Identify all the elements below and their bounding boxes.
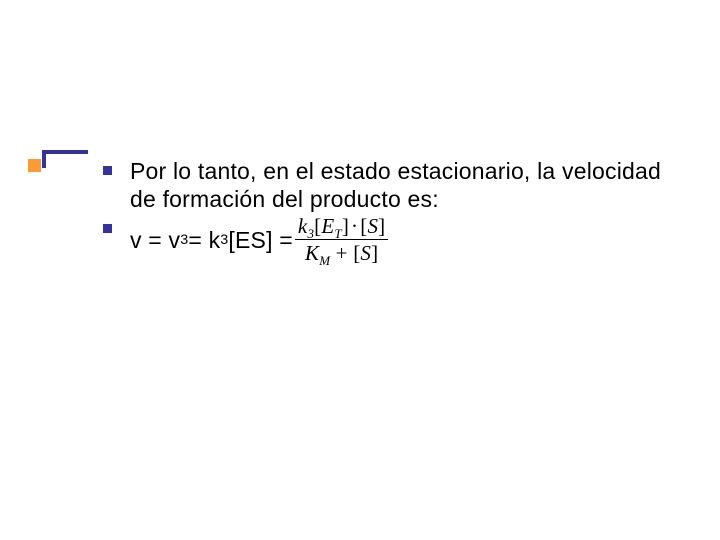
den-S: S bbox=[360, 241, 371, 265]
eq-mid: = k bbox=[188, 226, 220, 254]
corner-decoration bbox=[28, 150, 88, 180]
slide: Por lo tanto, en el estado estacionario,… bbox=[0, 0, 720, 540]
deco-bar-h bbox=[42, 150, 88, 154]
num-rb1: ] bbox=[342, 214, 349, 238]
den-KM: K bbox=[305, 241, 319, 265]
num-dot: · bbox=[349, 214, 360, 238]
fraction: k3[ET]·[S] KM + [S] bbox=[295, 215, 388, 264]
num-S: S bbox=[367, 214, 378, 238]
deco-square bbox=[28, 159, 41, 172]
eq-prefix: v = v bbox=[130, 226, 180, 254]
eq-after: [ES] = bbox=[228, 226, 292, 254]
bullet-icon bbox=[103, 166, 112, 175]
den-rb: ] bbox=[371, 241, 378, 265]
fraction-denominator: KM + [S] bbox=[302, 242, 381, 264]
deco-bar-v bbox=[42, 154, 46, 168]
bullet-list: Por lo tanto, en el estado estacionario,… bbox=[103, 157, 663, 266]
den-KMsub: M bbox=[319, 253, 330, 268]
den-plus: + bbox=[330, 241, 353, 265]
fraction-numerator: k3[ET]·[S] bbox=[295, 215, 388, 237]
fraction-bar bbox=[295, 239, 388, 240]
num-k: k bbox=[298, 214, 308, 238]
list-item: Por lo tanto, en el estado estacionario,… bbox=[103, 157, 663, 213]
list-item: v = v3 = k3 [ES] = k3[ET]·[S] KM + [S] bbox=[103, 215, 663, 264]
num-ET: E bbox=[321, 214, 334, 238]
bullet-text-equation: v = v3 = k3 [ES] = k3[ET]·[S] KM + [S] bbox=[130, 215, 388, 264]
bullet-icon bbox=[103, 224, 112, 233]
bullet-text: Por lo tanto, en el estado estacionario,… bbox=[130, 157, 663, 213]
num-rb2: ] bbox=[378, 214, 385, 238]
